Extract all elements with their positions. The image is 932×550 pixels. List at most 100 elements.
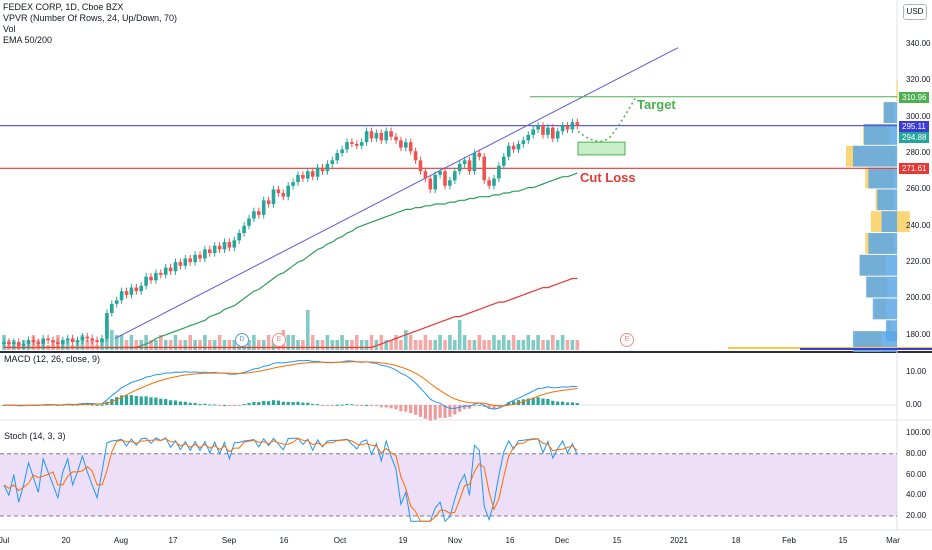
vpvr-row-up [877,189,897,211]
macd-histogram-bar [242,404,246,406]
candle-body [188,258,192,263]
volume-bar [560,335,565,350]
macd-histogram-bar [443,405,447,418]
candle-body [134,287,139,292]
dividend-event-icon[interactable]: D [235,333,249,347]
macd-histogram-bar [330,405,334,406]
macd-histogram-bar [276,400,280,405]
legend-ema[interactable]: EMA 50/200 [3,35,53,45]
candle-body [345,142,349,150]
volume-bar [193,340,197,350]
candle-body [276,189,281,194]
candle-body [51,340,55,343]
macd-histogram-bar [526,398,530,405]
macd-histogram-bar [267,401,271,405]
volume-bar [119,335,124,350]
candle-body [296,174,300,183]
volume-bar [536,335,540,350]
candle-body [90,338,94,341]
macd-title[interactable]: MACD (12, 26, close, 9) [4,354,101,364]
entry-zone [577,141,626,156]
candle-body [266,200,271,204]
candle-body [320,167,325,172]
candle-body [325,163,330,172]
volume-bar [247,340,251,350]
currency-button[interactable]: USD [903,4,927,20]
candle-body [355,143,359,146]
volume-bar [149,340,153,350]
volume-bar [389,340,393,350]
volume-bar [418,340,423,350]
volume-bar [159,335,163,350]
candle-body [389,131,393,137]
stoch-tick-label: 20.00 [906,511,927,520]
candle-body [335,153,339,161]
legend-vpvr[interactable]: VPVR (Number Of Rows, 24, Up/Down, 70) [3,13,178,23]
macd-histogram-bar [531,397,535,405]
candle-body [506,145,511,157]
legend-vol[interactable]: Vol [3,24,16,34]
volume-bar [222,340,227,350]
volume-bar [198,340,202,350]
candle-body [330,160,335,164]
volume-bar [203,335,207,350]
candle-body [31,340,36,343]
macd-histogram-bar [252,401,256,405]
vpvr-row-up [872,298,897,320]
macd-histogram-bar [355,405,359,406]
candle-body [315,167,320,177]
candle-body [217,245,222,250]
candle-body [423,171,428,179]
candle-body [21,343,26,346]
y-tick-label: 200.00 [906,293,931,303]
candle-body [408,142,413,152]
macd-histogram-bar [477,404,481,406]
volume-bar [252,335,256,350]
candle-body [413,151,418,161]
macd-histogram-bar [394,405,398,410]
volume-bar [423,335,428,350]
candle-body [477,153,482,157]
macd-histogram-bar [271,400,276,405]
volume-bar [286,335,290,350]
vpvr-row-up [868,167,897,189]
candle-body [291,182,295,186]
candle-body [482,156,486,181]
macd-histogram-bar [139,396,143,405]
macd-histogram-bar [340,404,344,406]
candle-body [168,267,173,272]
candle-body [119,291,124,301]
candle-body [149,276,153,281]
macd-histogram-bar [296,401,300,405]
candle-body [457,163,462,172]
candle-body [418,160,423,172]
volume-bar [374,340,379,350]
volume-bar [85,340,90,350]
volume-bar [168,340,173,350]
candle-body [100,338,104,343]
volume-bar [477,335,482,350]
macd-histogram-bar [247,403,251,405]
x-tick-label: 19 [398,536,408,545]
macd-histogram-bar [389,405,393,409]
macd-histogram-bar [570,402,574,405]
x-tick-label: Oct [333,536,347,545]
x-tick-label: Aug [113,536,129,545]
earnings-event-icon[interactable]: E [620,333,634,347]
stoch-title[interactable]: Stoch (14, 3, 3) [4,431,66,441]
volume-bar [457,320,462,350]
y-tick-label: 320.00 [906,75,931,85]
volume-bar [359,340,364,350]
macd-histogram-bar [536,397,540,405]
candle-body [511,145,516,150]
candle-body [536,125,540,130]
volume-bar [310,335,315,350]
candle-body [75,340,80,343]
macd-histogram-bar [286,401,290,405]
volume-bar [531,340,535,350]
macd-histogram-bar [159,398,163,405]
volume-bar [453,340,457,350]
earnings-event-icon[interactable]: E [272,333,286,347]
candle-body [144,276,148,286]
